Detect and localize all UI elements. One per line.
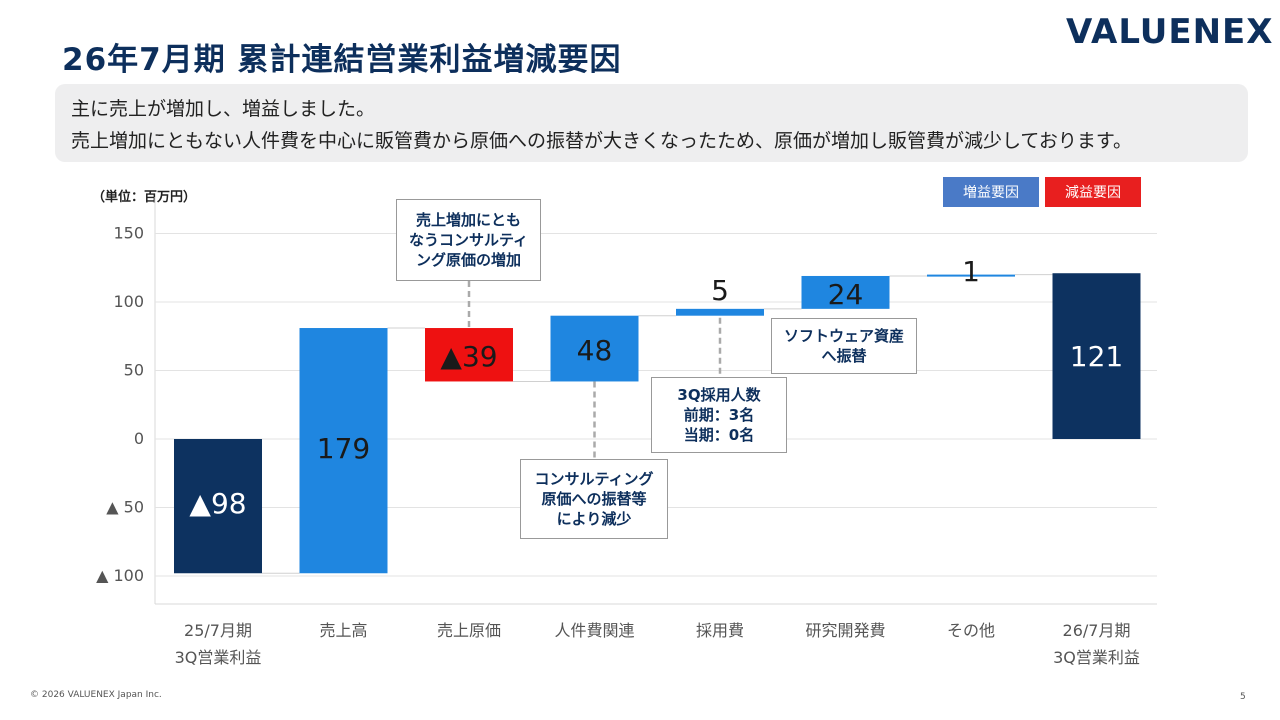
x-tick-label: 売上高: [319, 621, 367, 640]
annotation-rnd: ソフトウェア資産 へ振替: [771, 318, 917, 374]
annotation-line: ソフトウェア資産: [783, 327, 904, 345]
x-tick-label: 3Q営業利益: [1053, 648, 1140, 667]
annotation-line: 当期：0名: [683, 426, 755, 444]
data-label: ▲98: [189, 487, 246, 520]
annotation-line: 原価への振替等: [541, 490, 647, 508]
data-label: 24: [828, 278, 864, 311]
unit-label: （単位：百万円）: [92, 190, 197, 205]
x-tick-label: 売上原価: [437, 621, 501, 640]
y-tick-label: 50: [124, 361, 144, 380]
y-tick-label: 100: [113, 292, 144, 311]
data-label: 48: [577, 334, 613, 367]
annotation-line: コンサルティング: [534, 470, 654, 488]
company-logo: VALUENEX: [1066, 12, 1274, 52]
annotation-cost-of-sales: 売上増加にとも なうコンサルティ ング原価の増加: [396, 199, 541, 281]
y-tick-label: 150: [113, 224, 144, 243]
annotation-line: 前期：3名: [683, 406, 755, 424]
data-label: 5: [711, 274, 729, 307]
bar-0: [174, 439, 262, 574]
x-tick-label: 3Q営業利益: [175, 648, 262, 667]
y-tick-label: ▲ 50: [106, 498, 144, 517]
copyright: © 2026 VALUENEX Japan Inc.: [30, 690, 162, 700]
annotation-line: なうコンサルティ: [408, 231, 529, 249]
x-tick-label: 研究開発費: [805, 621, 885, 640]
data-label: ▲39: [440, 340, 497, 373]
bar-5: [801, 275, 890, 309]
page-number: 5: [1240, 692, 1246, 702]
summary-line-2: 売上増加にともない人件費を中心に販管費から原価への振替が大きくなったため、原価が…: [71, 130, 1132, 152]
annotation-line: により減少: [556, 510, 632, 528]
data-label: 179: [317, 432, 370, 465]
bar-7: [1052, 273, 1141, 439]
bar-6: [927, 274, 1015, 277]
x-tick-label: 25/7月期: [184, 621, 252, 640]
bar-4: [676, 308, 764, 316]
annotation-personnel: コンサルティング 原価への振替等 により減少: [520, 459, 668, 539]
bar-1: [299, 328, 388, 574]
x-tick-label: 人件費関連: [554, 621, 634, 640]
bar-2: [425, 328, 513, 382]
page-title: 26年7月期 累計連結営業利益増減要因: [62, 42, 622, 78]
annotation-recruiting: 3Q採用人数 前期：3名 当期：0名: [651, 377, 787, 453]
summary-box: 主に売上が増加し、増益しました。 売上増加にともない人件費を中心に販管費から原価…: [55, 84, 1248, 162]
y-tick-label: ▲ 100: [96, 566, 144, 585]
x-tick-label: 採用費: [696, 621, 744, 640]
summary-line-1: 主に売上が増加し、増益しました。: [71, 98, 376, 120]
x-tick-label: その他: [947, 621, 995, 640]
annotation-line: 売上増加にとも: [415, 211, 521, 229]
annotation-line: へ振替: [821, 347, 867, 365]
annotation-line: ング原価の増加: [415, 251, 521, 269]
y-tick-label: 0: [134, 429, 144, 448]
legend-increase: 増益要因: [943, 177, 1039, 207]
data-label: 1: [962, 255, 980, 288]
bar-3: [550, 315, 639, 382]
data-label: 121: [1070, 340, 1123, 373]
annotation-line: 3Q採用人数: [677, 386, 761, 404]
x-tick-label: 26/7月期: [1063, 621, 1131, 640]
legend-decrease: 減益要因: [1045, 177, 1141, 207]
